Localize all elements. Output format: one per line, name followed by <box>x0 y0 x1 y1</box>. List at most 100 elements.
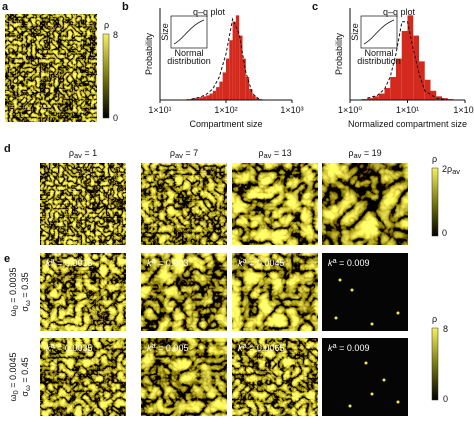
row-label: ω0 = 0.0035 <box>8 268 20 317</box>
hist-bar <box>203 96 206 100</box>
row-label: σω = 0.45 <box>20 357 32 396</box>
dot <box>339 279 342 282</box>
dot <box>349 405 352 408</box>
y-axis-label: Probability <box>334 32 344 75</box>
simulation-image <box>141 163 227 245</box>
colorbar <box>103 34 109 118</box>
inset-x-label: distribution <box>357 56 401 66</box>
tick-main: 2ρ <box>442 164 452 174</box>
panel-e: ω0 = 0.0035 σω = 0.35 ω0 = 0.0045 σω = 0… <box>8 253 448 416</box>
symbol: ω <box>8 309 18 316</box>
hist-bar <box>233 22 236 100</box>
hist-bar <box>390 77 396 100</box>
x-tick-label: 1×10² <box>453 105 474 115</box>
hist-bar <box>239 36 242 100</box>
x-tick-label: 1×10³ <box>280 105 303 115</box>
symbol: ω <box>8 394 18 401</box>
column-label: ρav = 19 <box>348 148 381 160</box>
colorbar-tick-label: 0 <box>443 394 448 404</box>
hist-bar <box>219 82 222 100</box>
hist-bar <box>242 59 245 100</box>
dot <box>351 289 354 292</box>
column-label: ρav = 1 <box>69 148 97 160</box>
histogram-panel: 1×10¹ 1×10² 1×10³ Compartment size Probabili… <box>144 7 304 129</box>
hist-bar <box>431 91 437 100</box>
colorbar-title: ρ <box>432 314 437 324</box>
inset-y-label: Size <box>350 23 360 41</box>
colorbar <box>432 328 438 400</box>
dot <box>365 362 368 365</box>
colorbar-tick-label: 2ρav <box>442 164 460 176</box>
value-text: = 13 <box>271 148 291 158</box>
column-label: ρav = 13 <box>258 148 291 160</box>
simulation-image <box>5 14 97 122</box>
x-axis-label: Normalized compartment size <box>348 119 467 129</box>
row-label: σω = 0.35 <box>20 272 32 311</box>
value-text: = 0.009 <box>337 258 370 268</box>
value-text: = 0.009 <box>337 343 370 353</box>
simulation-image <box>232 163 318 245</box>
hist-bar <box>206 95 209 100</box>
hist-bar <box>209 94 212 100</box>
y-axis-label: Probability <box>144 32 154 75</box>
dot <box>335 317 338 320</box>
dot <box>383 379 386 382</box>
value-text: = 0.0015 <box>55 258 93 268</box>
tick-subscript: av <box>452 167 460 176</box>
colorbar-tick-label: 0 <box>113 113 118 123</box>
value-text: = 0.0035 <box>55 343 93 353</box>
dot <box>397 312 400 315</box>
value-text: = 0.005 <box>156 343 189 353</box>
value-text: = 0.0065 <box>247 343 285 353</box>
colorbar <box>432 168 438 236</box>
dot <box>371 323 374 326</box>
inset-x-label: distribution <box>167 56 211 66</box>
colorbar-title: ρ <box>432 154 437 164</box>
value-text: = 1 <box>82 148 97 158</box>
value-text: = 0.35 <box>20 272 30 300</box>
colorbar-title: ρ <box>104 20 109 30</box>
hist-bar <box>223 72 226 100</box>
dot <box>397 401 400 404</box>
value-text: = 7 <box>183 148 198 158</box>
colorbar-tick-label: 0 <box>442 228 447 238</box>
hist-bar <box>379 94 385 100</box>
x-tick-label: 1×10¹ <box>148 105 171 115</box>
x-axis-label: Compartment size <box>189 119 262 129</box>
hist-bar <box>384 88 390 100</box>
hist-bar <box>252 95 255 100</box>
inset-y-label: Size <box>160 23 170 41</box>
x-tick-label: 1×10⁰ <box>338 105 362 115</box>
x-tick-label: 1×10² <box>214 105 237 115</box>
value-text: = 19 <box>361 148 381 158</box>
panel-label: b <box>122 1 129 13</box>
panel-label: d <box>4 143 11 155</box>
simulation-image <box>40 163 126 245</box>
colorbar-tick-label: 8 <box>443 324 448 334</box>
dot <box>371 393 374 396</box>
panel-label: c <box>312 1 318 13</box>
hist-bar <box>229 40 232 100</box>
inset-title: q–q plot <box>383 7 416 17</box>
hist-bar <box>216 87 219 100</box>
panel-label: a <box>2 1 9 13</box>
value-text: = 0.0045 <box>247 258 285 268</box>
column-label: ρav = 7 <box>170 148 198 160</box>
panel-label: e <box>4 253 10 265</box>
hist-bar <box>213 91 216 100</box>
hist-bar <box>226 59 229 100</box>
hist-bar <box>425 80 431 100</box>
panel-d: ρav = 1 ρav = 7 ρav = 13 ρav = 19 ρ 2ρav… <box>40 148 460 245</box>
row-label: ω0 = 0.0045 <box>8 353 20 402</box>
hist-bar <box>402 31 408 100</box>
value-text: = 0.45 <box>20 357 30 385</box>
value-text: = 0.0045 <box>8 353 18 391</box>
value-text: = 0.003 <box>156 258 189 268</box>
inset-title: q–q plot <box>193 7 226 17</box>
colorbar-tick-label: 8 <box>113 30 118 40</box>
simulation-image <box>322 163 408 245</box>
value-text: = 0.0035 <box>8 268 18 306</box>
